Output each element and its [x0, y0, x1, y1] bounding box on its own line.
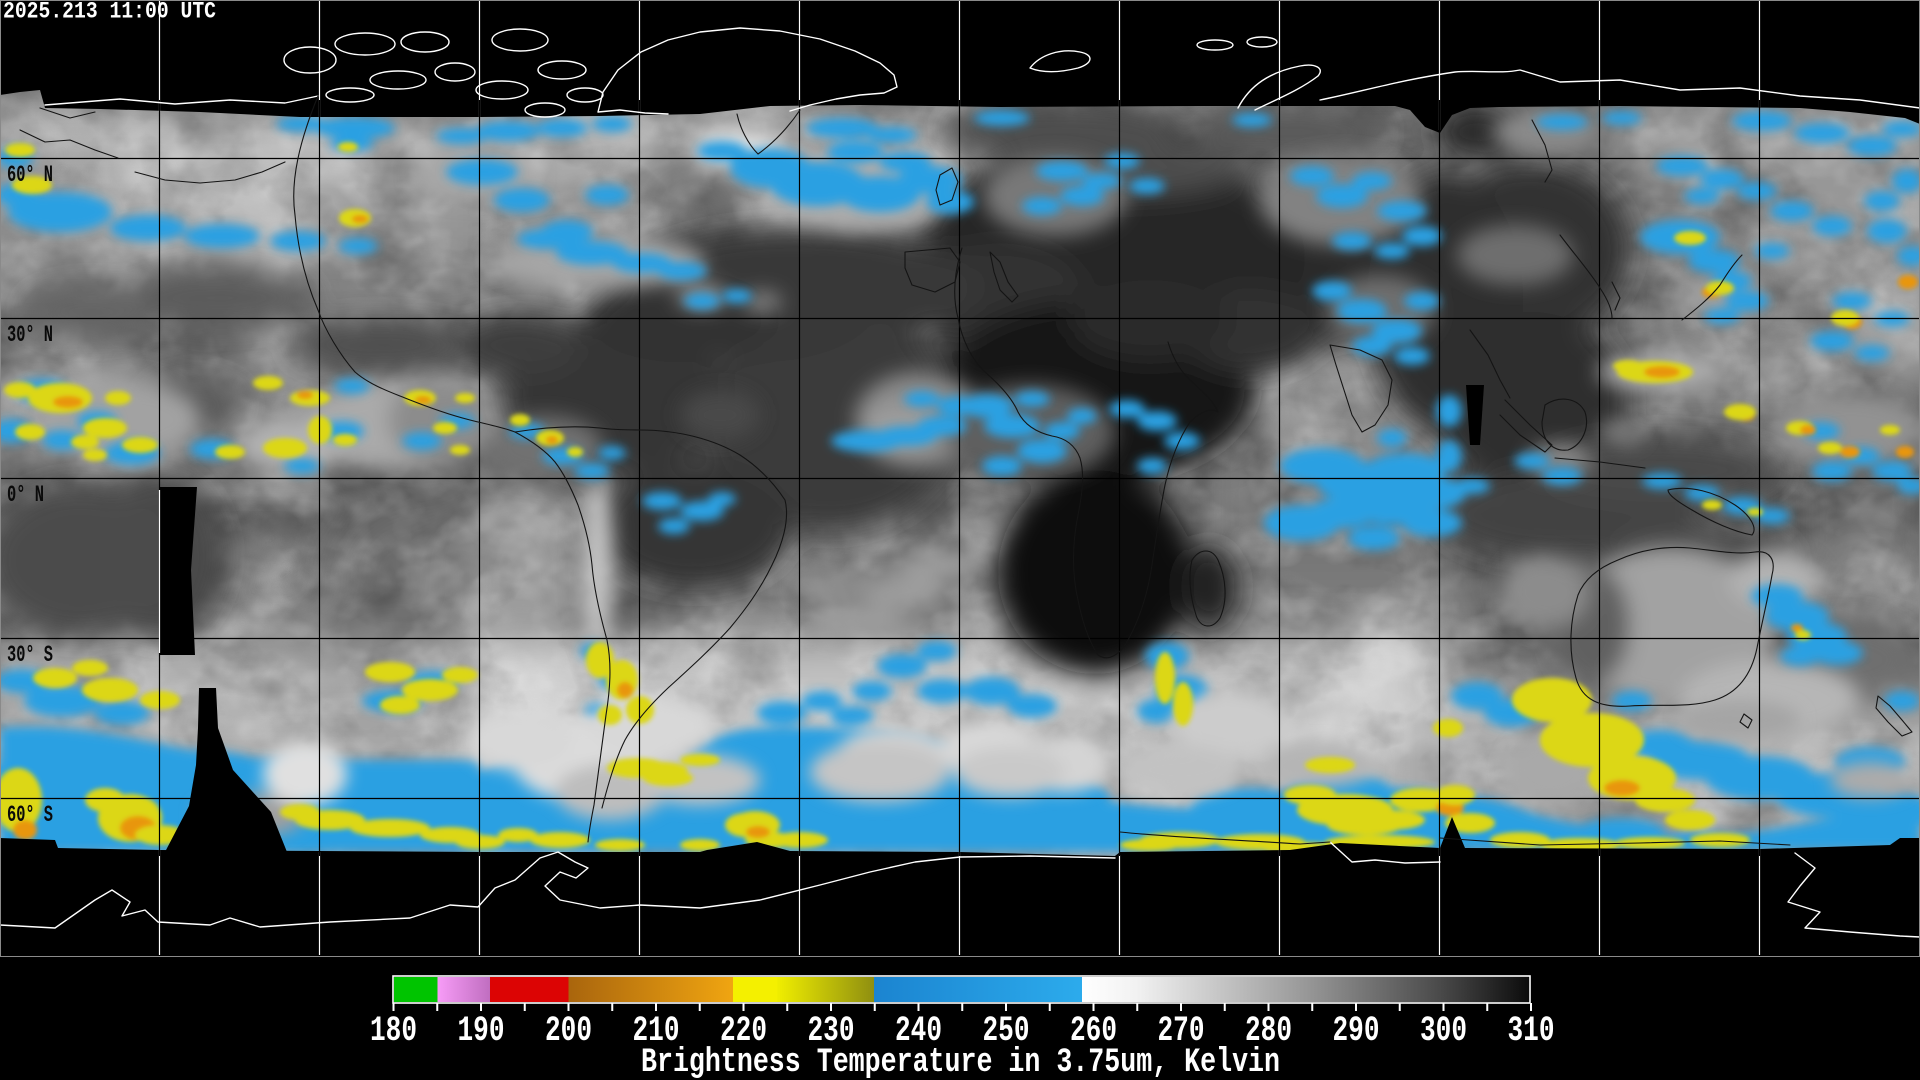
svg-text:30° N: 30° N	[7, 323, 53, 349]
svg-text:Brightness Temperature in 3.75: Brightness Temperature in 3.75um, Kelvin	[641, 1043, 1280, 1080]
svg-text:210: 210	[633, 1012, 680, 1052]
svg-text:180: 180	[370, 1012, 417, 1052]
svg-text:220: 220	[720, 1012, 767, 1052]
svg-text:310: 310	[1508, 1012, 1555, 1052]
svg-text:60° S: 60° S	[7, 803, 53, 829]
svg-text:280: 280	[1245, 1012, 1292, 1052]
svg-text:190: 190	[458, 1012, 505, 1052]
svg-text:290: 290	[1332, 1012, 1379, 1052]
svg-text:240: 240	[895, 1012, 942, 1052]
svg-text:60° N: 60° N	[7, 163, 53, 189]
svg-text:200: 200	[545, 1012, 592, 1052]
svg-text:260: 260	[1070, 1012, 1117, 1052]
svg-text:30° S: 30° S	[7, 643, 53, 669]
svg-text:2025.213 11:00 UTC: 2025.213 11:00 UTC	[3, 0, 216, 25]
svg-text:300: 300	[1420, 1012, 1467, 1052]
svg-text:0° N: 0° N	[7, 483, 44, 509]
svg-text:270: 270	[1157, 1012, 1204, 1052]
svg-text:250: 250	[982, 1012, 1029, 1052]
svg-text:230: 230	[808, 1012, 855, 1052]
